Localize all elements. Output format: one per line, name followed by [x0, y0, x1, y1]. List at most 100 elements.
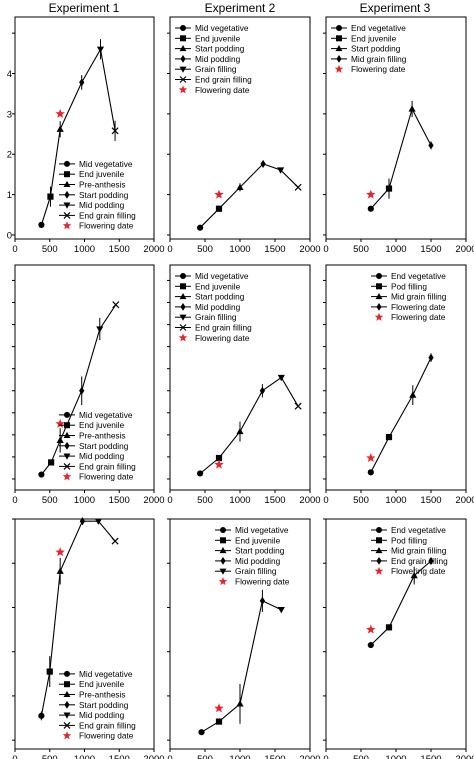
legend-marker-circle: [220, 527, 226, 533]
legend-marker-circle: [64, 160, 70, 167]
data-point-triangle-up: [236, 183, 244, 190]
x-tick-label: 2000: [299, 754, 320, 759]
x-tick-label: 0: [167, 754, 172, 759]
flowering-date-star: [366, 624, 376, 634]
legend-label: End vegetative: [391, 525, 446, 535]
x-tick-label: 500: [353, 244, 369, 255]
legend-marker-circle: [64, 411, 70, 418]
x-tick-label: 2000: [299, 495, 320, 506]
legend-marker-star: [334, 64, 344, 73]
legend-marker-x: [179, 76, 187, 83]
plot-frame: [14, 518, 155, 750]
plot-frame: [325, 16, 467, 240]
flowering-date-star: [214, 703, 224, 713]
data-point-square: [215, 454, 223, 462]
legend-marker-circle: [336, 25, 342, 31]
legend-label: Flowering date: [79, 221, 134, 231]
x-tick-label: 500: [197, 244, 213, 255]
data-point-diamond: [259, 596, 266, 605]
data-point-diamond: [260, 159, 266, 168]
legend-marker-diamond: [220, 557, 226, 565]
legend-label: Pre-anthesis: [79, 690, 126, 700]
y-tick-label: 4: [7, 69, 12, 80]
data-point-x: [111, 127, 119, 135]
data-point-diamond: [79, 517, 86, 526]
x-tick-label: 1000: [385, 244, 406, 255]
x-tick-label: 1000: [74, 495, 95, 506]
data-point-circle: [367, 469, 374, 476]
x-tick-label: 1500: [264, 244, 285, 255]
data-point-circle: [198, 729, 205, 736]
legend-marker-triangle-down: [63, 453, 71, 460]
legend-label: Pre-anthesis: [79, 180, 126, 190]
legend-label: Start podding: [195, 44, 245, 54]
legend-label: Mid grain filling: [391, 546, 447, 556]
data-point-triangle-up: [408, 105, 416, 112]
x-tick-label: 0: [12, 754, 17, 759]
legend-marker-circle: [376, 273, 382, 279]
x-tick-label: 2000: [143, 244, 164, 255]
x-tick-label: 2000: [455, 244, 474, 255]
legend-marker-diamond: [376, 303, 382, 311]
data-point-square: [48, 459, 55, 466]
x-tick-label: 2000: [143, 495, 164, 506]
legend-label: End grain filling: [79, 461, 136, 471]
x-tick-label: 1500: [109, 754, 130, 759]
data-point-diamond: [79, 78, 85, 87]
legend-marker-circle: [376, 527, 382, 533]
legend-label: Flowering date: [79, 472, 134, 482]
column-title-3: Experiment 3: [360, 1, 431, 15]
legend-marker-star: [218, 577, 228, 586]
x-tick-label: 500: [197, 495, 213, 506]
x-tick-label: 1500: [420, 754, 441, 759]
flowering-date-star: [366, 189, 376, 199]
data-point-diamond: [428, 353, 434, 362]
flowering-date-star: [214, 459, 224, 469]
plot-frame: [14, 16, 155, 240]
legend-label: Mid vegetative: [195, 23, 249, 33]
legend-label: Flowering date: [235, 577, 290, 587]
legend-label: Mid podding: [195, 54, 241, 64]
data-point-triangle-down: [94, 518, 102, 525]
legend-label: Mid vegetative: [79, 159, 133, 169]
legend-marker-star: [178, 333, 188, 342]
x-tick-label: 500: [42, 495, 58, 506]
data-point-square: [47, 193, 54, 200]
series-line: [370, 560, 432, 646]
legend-marker-diamond: [336, 55, 342, 63]
data-point-triangle-up: [56, 436, 64, 444]
legend-marker-triangle-up: [179, 293, 187, 300]
legend-marker-star: [62, 472, 72, 481]
legend-label: Grain filling: [235, 566, 277, 576]
x-tick-label: 0: [167, 244, 172, 255]
data-point-square: [385, 624, 393, 631]
legend-marker-circle: [180, 25, 186, 31]
x-tick-label: 2000: [455, 495, 474, 506]
data-point-circle: [38, 712, 45, 719]
data-point-x: [111, 537, 119, 545]
legend-label: End grain filling: [79, 720, 136, 730]
legend-marker-diamond: [64, 700, 70, 709]
x-tick-label: 1000: [74, 244, 95, 255]
x-tick-label: 0: [167, 495, 172, 506]
legend-marker-x: [179, 324, 187, 331]
legend-marker-triangle-up: [63, 431, 71, 439]
legend-marker-star: [374, 566, 384, 575]
legend-marker-x: [63, 721, 71, 729]
data-point-triangle-up: [236, 427, 244, 435]
data-point-square: [215, 205, 223, 212]
legend-label: End juvenile: [79, 679, 125, 689]
legend-marker-square: [220, 537, 226, 544]
legend-label: End juvenile: [195, 281, 241, 291]
legend-label: Flowering date: [195, 85, 250, 95]
x-tick-label: 1500: [109, 495, 130, 506]
